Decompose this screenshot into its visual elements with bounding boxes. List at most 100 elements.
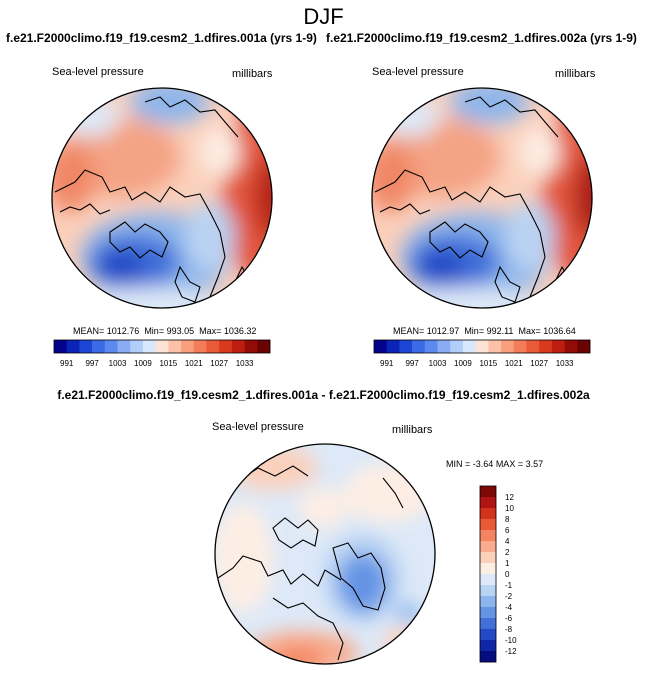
diff-colorbar-tick-label: -2: [505, 592, 513, 601]
panel2-colorbar-swatch: [424, 340, 438, 353]
panel2-colorbar-swatch: [462, 340, 476, 353]
diff-colorbar-swatch: [480, 508, 496, 520]
panel1-colorbar-tick-label: 997: [85, 359, 99, 368]
diff-colorbar-tick-label: 10: [505, 504, 514, 513]
diff-map: [214, 443, 436, 665]
panel2-colorbar-swatch: [501, 340, 515, 353]
panel1-colorbar-swatch: [130, 340, 144, 353]
panel1-colorbar-swatch: [104, 340, 118, 353]
diff-min-value: -3.64: [472, 459, 494, 469]
panel1-map-border: [51, 87, 273, 309]
panel1-max: Max= 1036.32: [199, 326, 257, 336]
diff-colorbar-tick-label: 0: [505, 570, 510, 579]
diff-map-border: [214, 443, 436, 665]
panel2-colorbar-tick-label: 991: [380, 359, 394, 368]
diff-colorbar-swatch: [480, 629, 496, 641]
panel1-stats: MEAN= 1012.76 Min= 993.05 Max= 1036.32: [73, 326, 256, 336]
panel2-coastlines: [374, 96, 569, 303]
panel1-colorbar-tick-label: 1033: [236, 359, 254, 368]
diff-colorbar-swatch: [480, 585, 496, 597]
panel2-colorbar-swatch: [399, 340, 413, 353]
panel1-variable-label: Sea-level pressure: [52, 66, 144, 78]
panel1-colorbar-swatch: [219, 340, 233, 353]
panel1-colorbar-swatch: [92, 340, 106, 353]
panel1-pressure-field: [52, 88, 272, 308]
panel1-colorbar-swatch: [142, 340, 156, 353]
panel1-colorbar: 991 997 1003 1009 1015 1021 1027 1033: [53, 339, 271, 368]
diff-min-label: MIN =: [446, 459, 471, 469]
panel2-map-border: [371, 87, 593, 309]
figure-title: DJF: [303, 4, 344, 29]
diff-units-label: millibars: [392, 424, 433, 436]
panel1-colorbar-swatch: [193, 340, 207, 353]
panel2-stats: MEAN= 1012.97 Min= 992.11 Max= 1036.64: [393, 326, 576, 336]
diff-colorbar-tick-label: 2: [505, 548, 510, 557]
panel2-colorbar: 991 997 1003 1009 1015 1021 1027 1033: [373, 339, 591, 368]
diff-colorbar-tick-label: 6: [505, 526, 510, 535]
diff-colorbar-tick-label: 1: [505, 559, 510, 568]
diff-colorbar-tick-label: 8: [505, 515, 510, 524]
panel2-colorbar-swatch: [577, 340, 591, 353]
panel1-colorbar-swatch: [231, 340, 245, 353]
diff-colorbar-swatch: [480, 596, 496, 608]
panel1-colorbar-swatch: [168, 340, 182, 353]
panel2-colorbar-swatch: [513, 340, 527, 353]
diff-variable-label: Sea-level pressure: [212, 421, 304, 433]
diff-colorbar-swatch: [480, 574, 496, 586]
diff-colorbar-swatch: [480, 651, 496, 663]
panel2-colorbar-tick-label: 1015: [479, 359, 497, 368]
panel1-colorbar-tick-label: 1027: [210, 359, 228, 368]
panel2-min: Min= 992.11: [464, 326, 514, 336]
diff-colorbar-tick-label: -10: [505, 636, 517, 645]
diff-colorbar-frame: [479, 485, 497, 663]
panel2-case-title: f.e21.F2000climo.f19_f19.cesm2_1.dfires.…: [326, 31, 637, 45]
panel2-units-label: millibars: [555, 68, 596, 80]
panel1-colorbar-tick-label: 991: [60, 359, 74, 368]
panel2-colorbar-swatch: [564, 340, 578, 353]
panel1-colorbar-swatch: [79, 340, 93, 353]
diff-max-label: MAX =: [495, 459, 524, 469]
panel1-colorbar-swatch: [66, 340, 80, 353]
panel2-colorbar-frame: [373, 339, 591, 354]
diff-minmax: MIN = -3.64 MAX = 3.57: [446, 459, 543, 469]
diff-colorbar-tick-label: 4: [505, 537, 510, 546]
panel1-colorbar-swatch: [155, 340, 169, 353]
panel2-pressure-field: [372, 88, 592, 308]
panel2-mean: MEAN= 1012.97: [393, 326, 460, 336]
panel2-colorbar-swatch: [488, 340, 502, 353]
panel1-colorbar-tick-label: 1015: [159, 359, 177, 368]
diff-colorbar-tick-label: -4: [505, 603, 513, 612]
panel1-colorbar-tick-label: 1009: [134, 359, 152, 368]
panel2-colorbar-swatch: [374, 340, 388, 353]
panel2-colorbar-tick-label: 997: [405, 359, 419, 368]
diff-max-value: 3.57: [525, 459, 544, 469]
diff-colorbar-swatch: [480, 563, 496, 575]
panel1-units-label: millibars: [232, 68, 273, 80]
panel1-map: [51, 87, 273, 309]
panel1-min: Min= 993.05: [144, 326, 195, 336]
panel1-colorbar-swatch: [244, 340, 258, 353]
panel2-max: Max= 1036.64: [518, 326, 576, 336]
panel1-colorbar-frame: [53, 339, 271, 354]
diff-colorbar-swatch: [480, 607, 496, 619]
diff-colorbar-swatch: [480, 519, 496, 531]
diff-colorbar-swatch: [480, 530, 496, 542]
diff-colorbar-swatch: [480, 541, 496, 553]
difference-title: f.e21.F2000climo.f19_f19.cesm2_1.dfires.…: [57, 388, 590, 402]
panel1-colorbar-tick-label: 1021: [185, 359, 203, 368]
panel2-colorbar-tick-label: 1027: [530, 359, 548, 368]
panel1-colorbar-tick-label: 1003: [109, 359, 127, 368]
panel2-colorbar-swatch: [450, 340, 464, 353]
diff-colorbar-tick-label: -1: [505, 581, 513, 590]
panel1-case-title: f.e21.F2000climo.f19_f19.cesm2_1.dfires.…: [6, 31, 317, 45]
panel1-colorbar-swatch: [206, 340, 220, 353]
diff-pressure-field: [215, 444, 435, 664]
panel2-map: [371, 87, 593, 309]
diff-colorbar-swatch: [480, 552, 496, 564]
panel1-mean: MEAN= 1012.76: [73, 326, 140, 336]
panel2-colorbar-swatch: [551, 340, 565, 353]
diff-colorbar-tick-label: -6: [505, 614, 513, 623]
panel2-colorbar-tick-label: 1033: [556, 359, 574, 368]
panel2-colorbar-swatch: [437, 340, 451, 353]
